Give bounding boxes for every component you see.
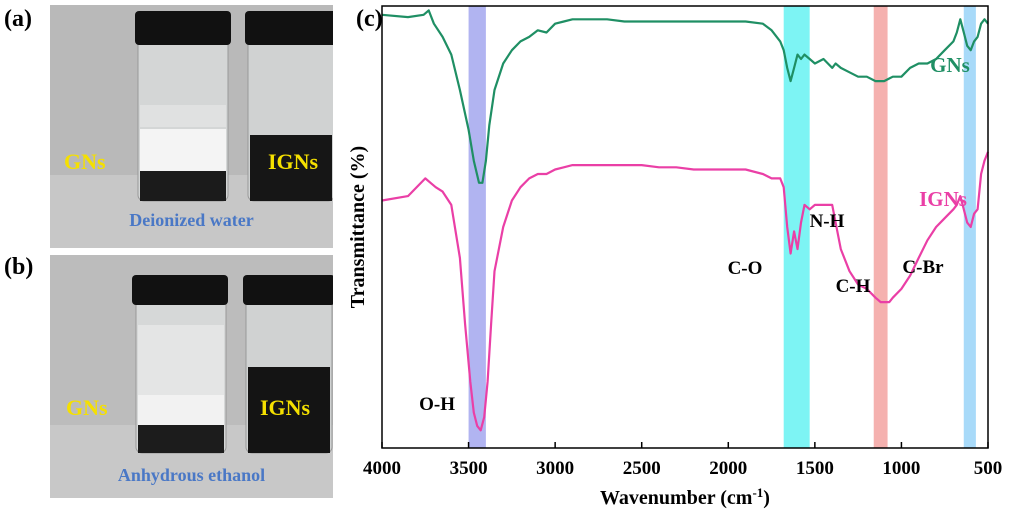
annotation-c-br: C-Br [902, 257, 944, 278]
annotation-n-h: N-H [810, 211, 845, 232]
series-line-gns [381, 9, 989, 184]
x-tick-label-2000: 2000 [709, 458, 747, 479]
caption-anhydrous-ethanol: Anhydrous ethanol [117, 465, 266, 485]
x-tick-label-4000: 4000 [363, 458, 401, 479]
series-line-igns [381, 151, 990, 432]
ftir-chart: 4000 3500 3000 2500 2000 1500 1000 500 Wavenumbe… [347, 5, 1003, 510]
highlight-band-2 [873, 6, 888, 448]
highlight-band-0 [468, 6, 486, 448]
plot-frame [381, 5, 989, 449]
photo-anhydrous-ethanol: GNs IGNs Anhydrous ethanol [50, 255, 333, 498]
x-axis-label: Wavenumber (cm-1) [600, 485, 770, 510]
label-gns-b: GNs [66, 395, 108, 420]
x-tick-label-1000: 1000 [882, 458, 920, 479]
panel-label-a: (a) [4, 6, 32, 32]
label-gns-a: GNs [64, 149, 106, 174]
vials-image-b [50, 255, 333, 498]
photo-deionized-water: GNs IGNs Deionized water [50, 5, 333, 248]
label-igns-a: IGNs [268, 149, 319, 174]
annotation-gns: GNs [930, 53, 970, 77]
vials-image-a [50, 5, 333, 248]
label-igns-b: IGNs [260, 395, 311, 420]
panel-label-c: (c) [356, 6, 383, 32]
y-axis-label: Transmittance (%) [347, 146, 369, 308]
x-tick-label-2500: 2500 [623, 458, 661, 479]
x-tick-label-500: 500 [974, 458, 1003, 479]
annotation-c-o: C-O [728, 258, 763, 279]
annotation-o-h: O-H [419, 394, 455, 415]
x-tick-label-3500: 3500 [450, 458, 488, 479]
x-tick-label-3000: 3000 [536, 458, 574, 479]
annotation-c-h: C-H [836, 276, 871, 297]
x-tick-label-1500: 1500 [796, 458, 834, 479]
caption-deionized-water: Deionized water [129, 210, 254, 230]
annotation-igns: IGNs [919, 187, 967, 211]
panel-label-b: (b) [4, 254, 34, 280]
